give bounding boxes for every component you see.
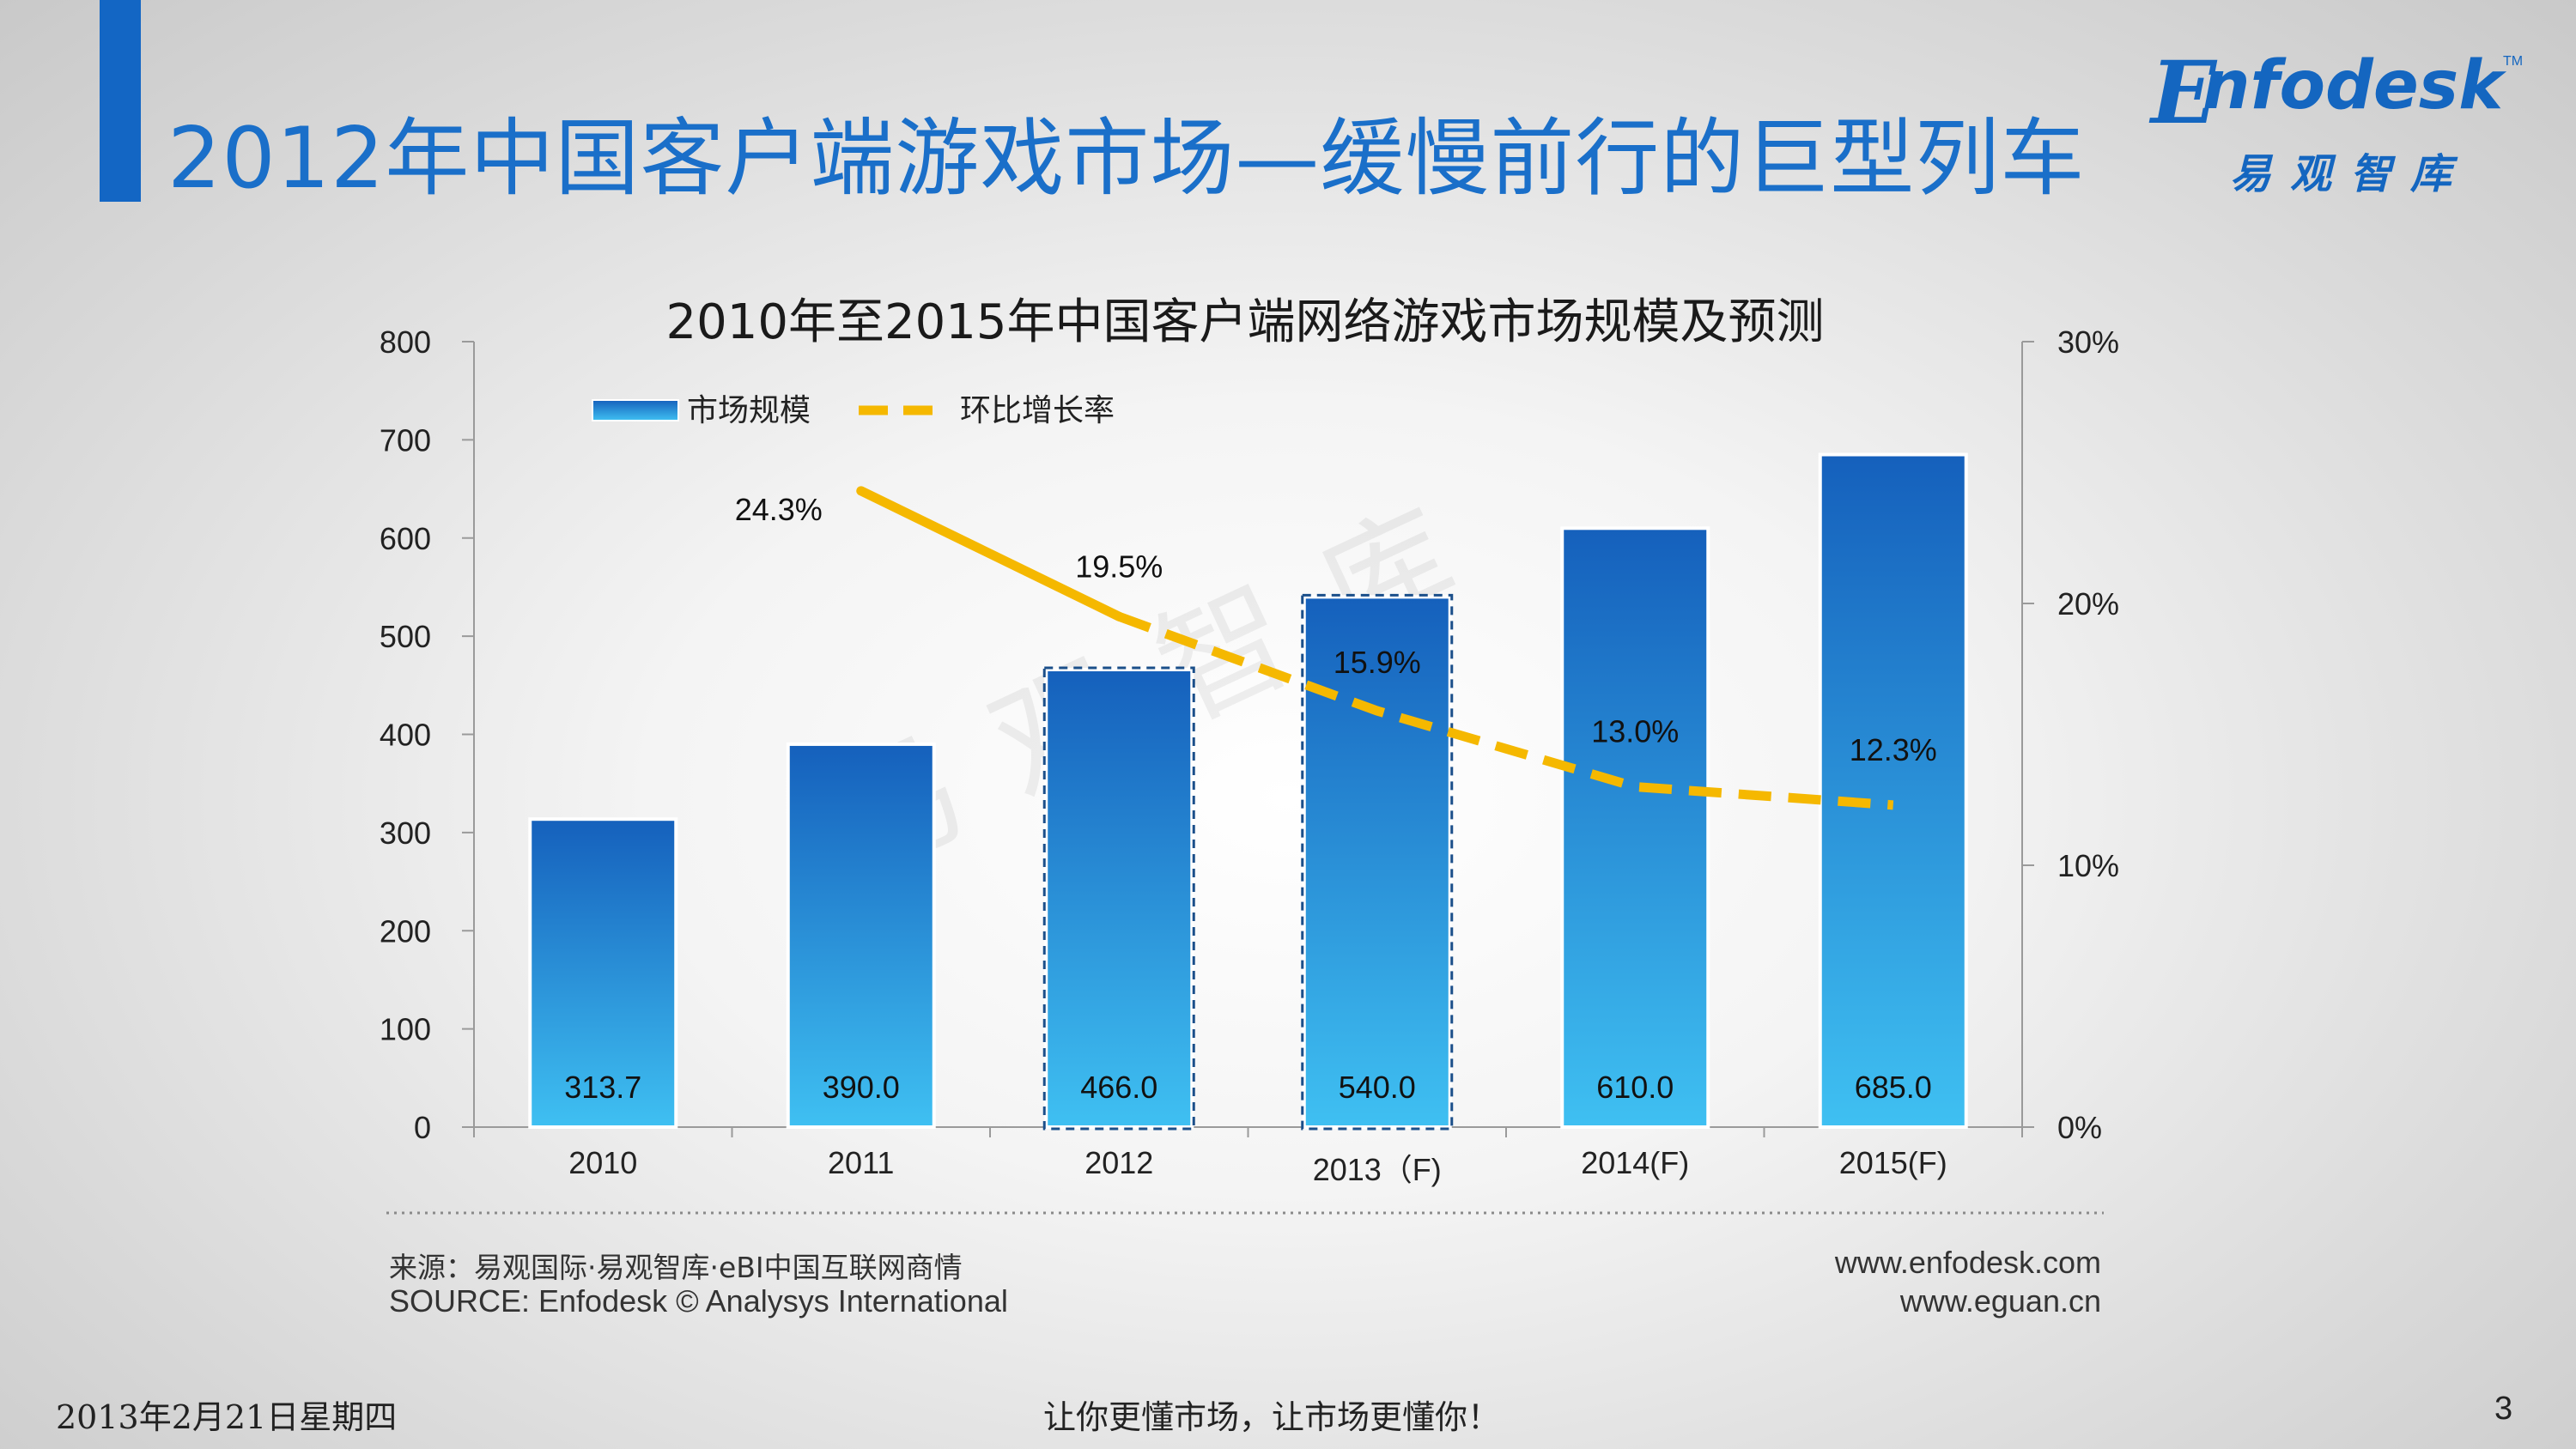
growth-line-dashed [1117, 612, 1894, 810]
logo-initial: E [2151, 42, 2217, 143]
enfodesk-logo: E nfodesk TM 易观智库 [2151, 42, 2523, 202]
y2-tick-label: 20% [2057, 586, 2119, 621]
footer-date: 2013年2月21日星期四 [56, 1398, 398, 1436]
x-tick-label: 2012 [1084, 1145, 1153, 1180]
page-number: 3 [2494, 1391, 2513, 1427]
y2-tick-label: 10% [2057, 848, 2119, 883]
bar-value-label: 540.0 [1339, 1070, 1416, 1105]
logo-wordmark: nfodesk [2202, 47, 2504, 124]
growth-rate-label: 24.3% [735, 492, 823, 527]
bar [1818, 452, 1968, 1129]
y-tick-label: 600 [380, 521, 431, 556]
y-tick-label: 400 [380, 718, 431, 753]
legend-line-label: 环比增长率 [960, 393, 1115, 428]
bar [1044, 668, 1194, 1129]
growth-rate-label: 12.3% [1850, 732, 1937, 767]
x-tick-label: 2015(F) [1839, 1145, 1947, 1180]
x-tick-label: 2011 [828, 1145, 894, 1180]
legend-bar-swatch [592, 399, 679, 421]
y-tick-label: 300 [380, 815, 431, 851]
x-tick-label: 2013（F) [1313, 1152, 1442, 1187]
growth-rate-label: 15.9% [1334, 645, 1421, 680]
source-url-eguan: www.eguan.cn [1899, 1283, 2101, 1319]
bar [1560, 526, 1710, 1129]
bar-highlight-outline [1301, 593, 1454, 1131]
bar [1302, 595, 1452, 1129]
y-tick-label: 500 [380, 619, 431, 654]
chart-title: 2010年至2015年中国客户端网络游戏市场规模及预测 [665, 294, 1825, 350]
logo-trademark: TM [2503, 54, 2524, 69]
y-tick-label: 200 [380, 913, 431, 949]
title-accent-bar [100, 0, 141, 202]
source-cn: 来源：易观国际·易观智库·eBI中国互联网商情 [389, 1251, 963, 1284]
page-title: 2012年中国客户端游戏市场—缓慢前行的巨型列车 [167, 110, 2086, 208]
bar-value-label: 685.0 [1855, 1070, 1932, 1105]
bar [528, 817, 678, 1129]
growth-line-solid [856, 486, 1124, 621]
y2-tick-label: 0% [2057, 1110, 2102, 1145]
y2-tick-label: 30% [2057, 324, 2119, 360]
y-tick-label: 800 [380, 324, 431, 360]
footer-slogan: 让你更懂市场，让市场更懂你！ [1043, 1398, 1501, 1436]
source-en: SOURCE: Enfodesk © Analysys Internationa… [389, 1283, 1008, 1319]
bar [786, 742, 936, 1129]
bar-value-label: 610.0 [1596, 1070, 1674, 1105]
bar-highlight-outline [1042, 666, 1195, 1131]
growth-rate-label: 19.5% [1075, 549, 1163, 584]
logo-subtitle: 易观智库 [2230, 150, 2471, 198]
bar-value-label: 313.7 [564, 1070, 641, 1105]
y-tick-label: 700 [380, 422, 431, 458]
bar-value-label: 390.0 [823, 1070, 900, 1105]
source-url-enfodesk: www.enfodesk.com [1834, 1245, 2101, 1280]
y-tick-label: 100 [380, 1012, 431, 1047]
legend-bar-label: 市场规模 [687, 393, 811, 428]
x-tick-label: 2014(F) [1581, 1145, 1689, 1180]
bar-value-label: 466.0 [1080, 1070, 1157, 1105]
y-tick-label: 0 [414, 1110, 431, 1145]
x-tick-label: 2010 [568, 1145, 637, 1180]
growth-rate-label: 13.0% [1591, 714, 1679, 749]
